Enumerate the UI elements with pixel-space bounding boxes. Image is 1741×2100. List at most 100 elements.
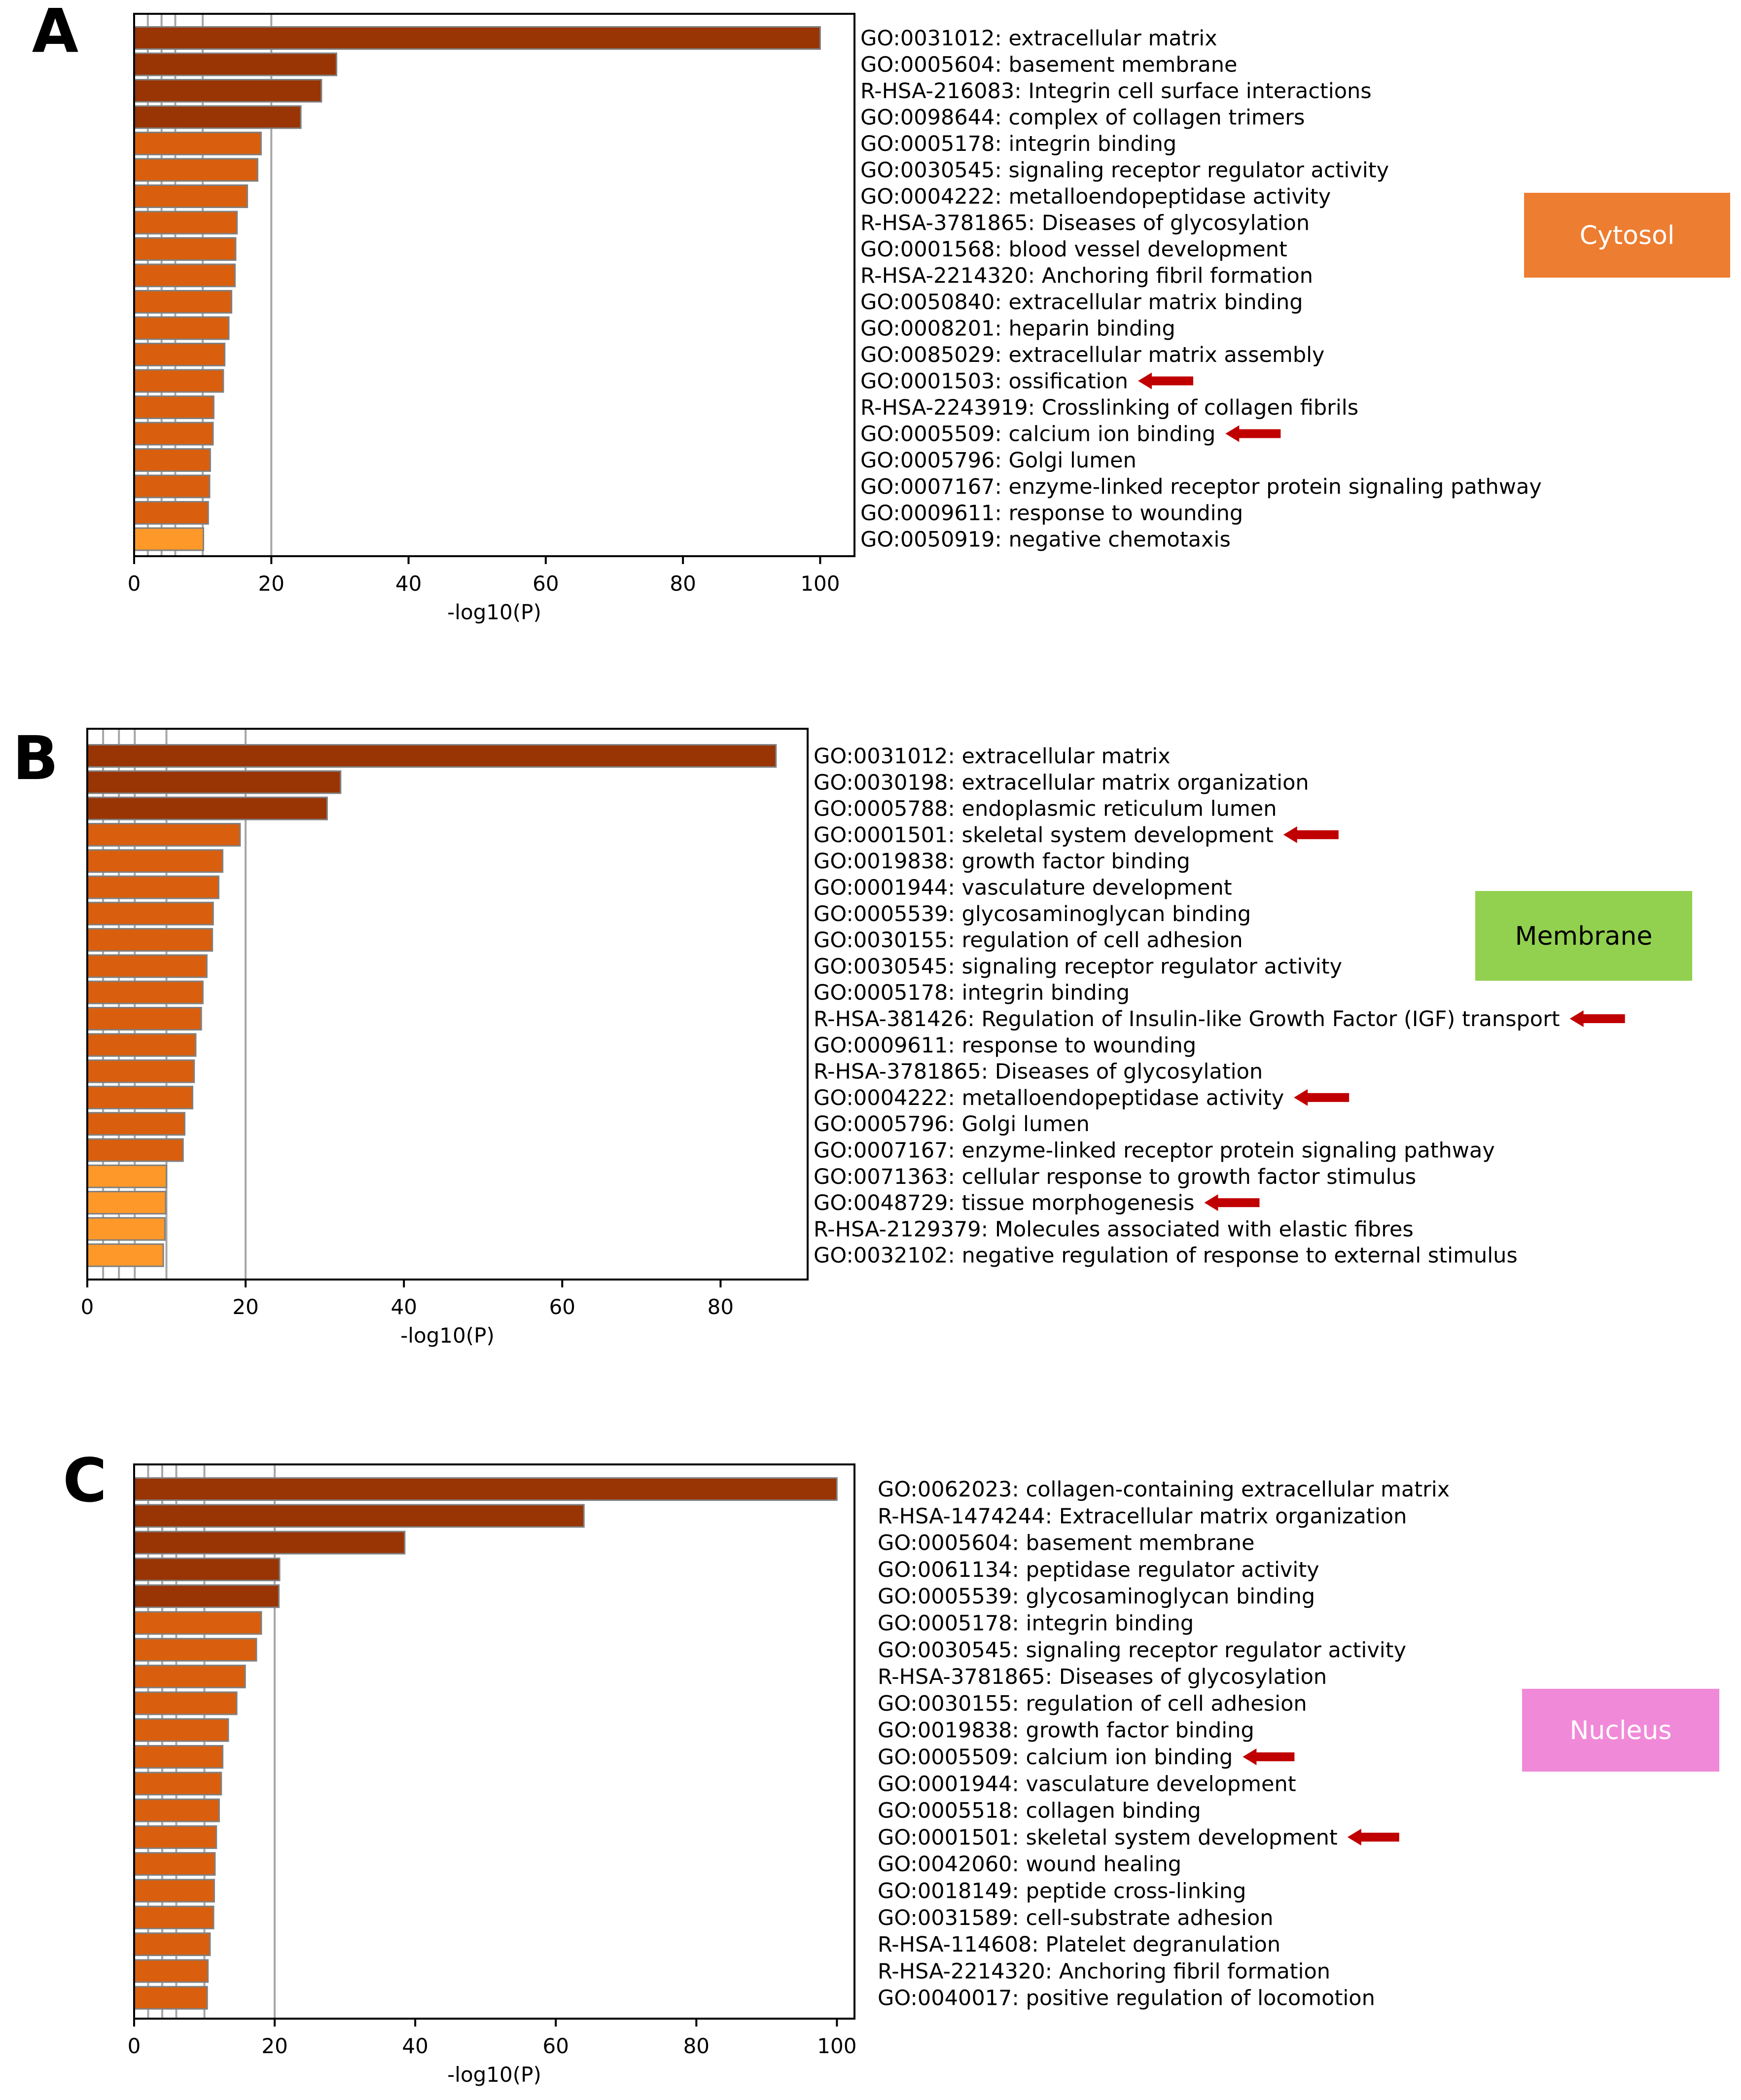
panel-c: C GO:0062023: collagen-containing extrace… xyxy=(63,1446,1719,2087)
category-label: GO:0005178: integrin binding xyxy=(878,1611,1194,1636)
highlight-arrow-icon xyxy=(1294,1089,1350,1106)
bar xyxy=(86,796,328,820)
bar xyxy=(133,448,211,472)
category-label: GO:0001503: ossification xyxy=(860,369,1128,394)
bar xyxy=(133,26,821,50)
category-label: GO:0061134: peptidase regulator activity xyxy=(878,1558,1319,1582)
category-label: R-HSA-3781865: Diseases of glycosylation xyxy=(878,1665,1327,1689)
category-label: GO:0050840: extracellular matrix binding xyxy=(860,290,1303,315)
category-label: GO:0005178: integrin binding xyxy=(814,981,1130,1005)
category-label: GO:0001944: vasculature development xyxy=(814,876,1232,900)
panel-label: A xyxy=(32,0,78,66)
category-label: GO:0001501: skeletal system development xyxy=(878,1825,1338,1850)
bar xyxy=(133,132,262,155)
x-tick-label: 80 xyxy=(708,1295,734,1319)
plot-frame xyxy=(133,13,855,557)
x-tick-label: 60 xyxy=(533,571,559,596)
panel-a: A GO:0031012: extracellular matrix GO:0005… xyxy=(32,0,1730,624)
bar xyxy=(86,1164,168,1188)
x-tick-label: 0 xyxy=(81,1295,94,1319)
category-label: GO:0048729: tissue morphogenesis xyxy=(814,1191,1195,1215)
x-tick-label: 80 xyxy=(670,571,696,596)
category-label: GO:0071363: cellular response to growth … xyxy=(814,1165,1416,1189)
category-label: R-HSA-114608: Platelet degranulation xyxy=(878,1932,1280,1957)
bar xyxy=(133,1959,209,1983)
category-label: GO:0062023: collagen-containing extracel… xyxy=(878,1477,1450,1502)
badge-background xyxy=(1524,193,1730,278)
category-label: GO:0007167: enzyme-linked receptor prote… xyxy=(860,475,1542,499)
category-label: GO:0001568: blood vessel development xyxy=(860,237,1287,262)
category-label: R-HSA-3781865: Diseases of glycosylation xyxy=(860,211,1310,236)
category-label: GO:0030155: regulation of cell adhesion xyxy=(814,928,1243,953)
plot-frame xyxy=(86,728,809,1281)
badge-label: Nucleus xyxy=(1570,1716,1672,1745)
category-label: GO:0098644: complex of collagen trimers xyxy=(860,106,1305,130)
bar xyxy=(86,928,213,952)
bar xyxy=(133,263,236,287)
x-tick-label: 100 xyxy=(800,571,840,596)
category-label: GO:0031589: cell-substrate adhesion xyxy=(878,1906,1274,1930)
highlight-arrow-icon xyxy=(1347,1828,1399,1846)
category-label: GO:0030155: regulation of cell adhesion xyxy=(878,1691,1307,1716)
bar xyxy=(133,343,226,366)
bar xyxy=(133,211,238,235)
bar xyxy=(86,1138,184,1162)
bar xyxy=(86,1112,185,1136)
bar xyxy=(133,184,249,208)
category-label: GO:0004222: metalloendopeptidase activit… xyxy=(860,184,1331,209)
bar xyxy=(86,954,208,978)
category-label: GO:0005178: integrin binding xyxy=(860,132,1176,156)
bar xyxy=(86,770,342,794)
category-label: GO:0009611: response to wounding xyxy=(814,1033,1196,1058)
x-axis-label: -log10(P) xyxy=(447,600,541,624)
bar xyxy=(133,1718,229,1742)
category-label: GO:0005509: calcium ion binding xyxy=(860,422,1215,447)
bar xyxy=(133,1852,216,1876)
category-label: R-HSA-2243919: Crosslinking of collagen … xyxy=(860,395,1358,420)
category-label: GO:0004222: metalloendopeptidase activit… xyxy=(814,1086,1284,1110)
bar xyxy=(133,105,302,129)
x-tick-label: 80 xyxy=(683,2034,710,2058)
category-label: GO:0005518: collagen binding xyxy=(878,1799,1201,1823)
bar xyxy=(133,1772,222,1796)
category-label: R-HSA-2214320: Anchoring fibril formatio… xyxy=(860,264,1313,288)
category-label: R-HSA-2129379: Molecules associated with… xyxy=(814,1217,1414,1242)
category-label: GO:0019838: growth factor binding xyxy=(878,1718,1254,1743)
category-label: GO:0042060: wound healing xyxy=(878,1852,1181,1877)
category-label: GO:0005509: calcium ion binding xyxy=(878,1745,1233,1770)
badge-background xyxy=(1522,1689,1719,1772)
bar xyxy=(133,1477,838,1501)
category-label: GO:0007167: enzyme-linked receptor prote… xyxy=(814,1139,1495,1163)
bar xyxy=(133,1637,257,1662)
category-label: GO:0005788: endoplasmic reticulum lumen xyxy=(814,797,1277,821)
x-tick-label: 40 xyxy=(402,2034,428,2058)
category-label: R-HSA-216083: Integrin cell surface inte… xyxy=(860,79,1372,104)
bar xyxy=(133,1691,238,1715)
panel-label: B xyxy=(13,723,59,793)
category-label: GO:0040017: positive regulation of locom… xyxy=(878,1986,1375,2011)
bar xyxy=(133,1932,211,1957)
bar xyxy=(86,822,241,847)
x-tick-label: 20 xyxy=(232,1295,258,1319)
highlight-arrow-icon xyxy=(1283,826,1339,843)
category-label: GO:0030198: extracellular matrix organiz… xyxy=(814,770,1309,795)
bar xyxy=(133,290,233,314)
badge-label: Membrane xyxy=(1515,922,1653,951)
bar xyxy=(86,1085,194,1109)
bar xyxy=(86,1217,166,1241)
category-label: R-HSA-1474244: Extracellular matrix orga… xyxy=(878,1504,1407,1529)
bar xyxy=(133,395,214,419)
highlight-arrow-icon xyxy=(1243,1748,1295,1765)
bar xyxy=(133,316,230,340)
category-label: GO:0030545: signaling receptor regulator… xyxy=(814,954,1342,979)
category-label: GO:0085029: extracellular matrix assembl… xyxy=(860,343,1325,367)
bar xyxy=(133,1905,214,1929)
category-label: GO:0031012: extracellular matrix xyxy=(860,26,1217,51)
x-tick-label: 60 xyxy=(542,2034,568,2058)
bar xyxy=(86,849,224,873)
compartment-badge: Cytosol xyxy=(1524,193,1730,278)
x-tick-label: 40 xyxy=(391,1295,417,1319)
category-label: GO:0031012: extracellular matrix xyxy=(814,744,1171,769)
